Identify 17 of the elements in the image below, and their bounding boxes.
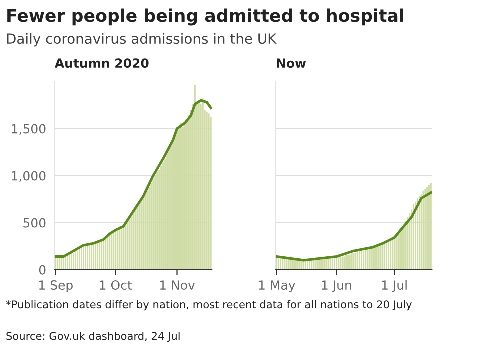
text: *Publication dates differ by nation, most recent data for all nations to 20 July	[6, 300, 412, 311]
y-tick-label: 0	[39, 265, 46, 275]
x-tick-label: 1 Oct	[100, 280, 132, 290]
chart-title: Autumn 2020	[54, 58, 149, 68]
text: Daily coronavirus admissions in the UK	[7, 33, 277, 47]
y-tick-label: 1,000	[12, 171, 46, 182]
x-tick-label: 1 May	[259, 280, 296, 292]
y-tick-label: 500	[24, 218, 46, 228]
x-tick-label: 1 Jul	[382, 280, 407, 292]
x-tick-label: 1 Nov	[160, 280, 196, 290]
source-note: Source: Gov.uk dashboard, 24 Jul	[6, 332, 180, 342]
y-tick-label: 1,500	[12, 124, 46, 136]
text: Fewer people being admitted to hospital	[8, 8, 404, 26]
x-tick-label: 1 Jun	[322, 280, 352, 292]
line-series	[54, 99, 212, 258]
chart-title: Now	[277, 58, 306, 68]
x-tick-label: 1 Sep	[40, 280, 73, 292]
